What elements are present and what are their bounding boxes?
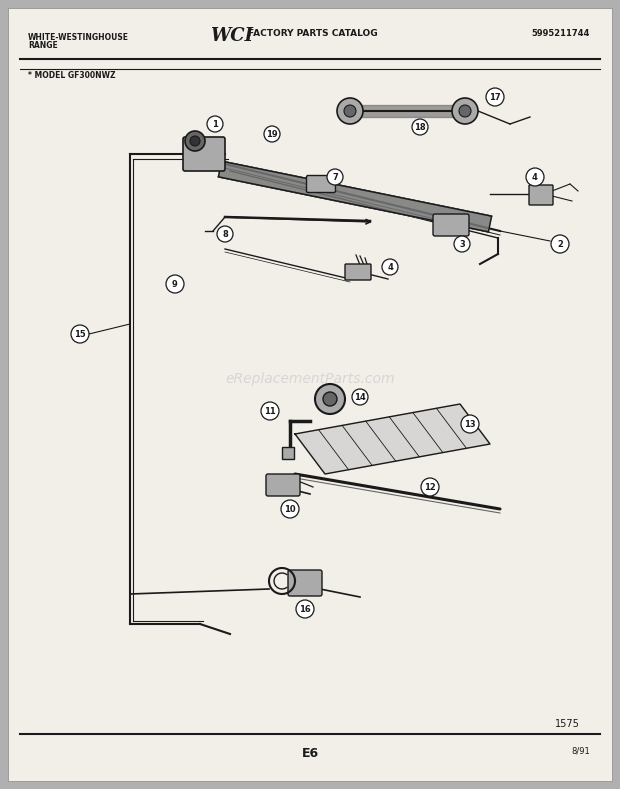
Text: 16: 16: [299, 604, 311, 614]
Text: 3: 3: [459, 240, 465, 249]
Circle shape: [454, 236, 470, 252]
FancyBboxPatch shape: [433, 214, 469, 236]
Text: FACTORY PARTS CATALOG: FACTORY PARTS CATALOG: [248, 29, 378, 38]
Text: WHITE-WESTINGHOUSE: WHITE-WESTINGHOUSE: [28, 33, 129, 42]
Circle shape: [264, 126, 280, 142]
Text: E6: E6: [301, 747, 319, 760]
Circle shape: [551, 235, 569, 253]
Circle shape: [352, 389, 368, 405]
Circle shape: [323, 392, 337, 406]
Circle shape: [261, 402, 279, 420]
Circle shape: [452, 98, 478, 124]
Text: 19: 19: [266, 129, 278, 139]
Text: * MODEL GF300NWZ: * MODEL GF300NWZ: [28, 71, 115, 80]
Circle shape: [327, 169, 343, 185]
Text: 17: 17: [489, 92, 501, 102]
FancyBboxPatch shape: [529, 185, 553, 205]
Circle shape: [296, 600, 314, 618]
Circle shape: [459, 105, 471, 117]
Polygon shape: [218, 161, 492, 232]
Circle shape: [337, 98, 363, 124]
Circle shape: [71, 325, 89, 343]
Text: 13: 13: [464, 420, 476, 428]
Circle shape: [526, 168, 544, 186]
Circle shape: [461, 415, 479, 433]
Text: RANGE: RANGE: [28, 41, 58, 50]
FancyBboxPatch shape: [306, 175, 335, 193]
Circle shape: [207, 116, 223, 132]
Bar: [282, 447, 294, 459]
Text: 18: 18: [414, 122, 426, 132]
Circle shape: [190, 136, 200, 146]
Circle shape: [412, 119, 428, 135]
Text: 10: 10: [284, 504, 296, 514]
FancyBboxPatch shape: [345, 264, 371, 280]
Text: 1575: 1575: [555, 719, 580, 729]
Circle shape: [382, 259, 398, 275]
Circle shape: [185, 131, 205, 151]
Text: 2: 2: [557, 240, 563, 249]
FancyBboxPatch shape: [288, 570, 322, 596]
Circle shape: [217, 226, 233, 242]
Polygon shape: [295, 404, 490, 474]
Text: 15: 15: [74, 330, 86, 338]
Text: eReplacementParts.com: eReplacementParts.com: [225, 372, 395, 386]
Circle shape: [344, 105, 356, 117]
Circle shape: [281, 500, 299, 518]
Text: 11: 11: [264, 406, 276, 416]
Text: 4: 4: [387, 263, 393, 271]
Text: 7: 7: [332, 173, 338, 181]
Circle shape: [315, 384, 345, 414]
FancyBboxPatch shape: [266, 474, 300, 496]
Text: 8/91: 8/91: [571, 747, 590, 756]
Text: 1: 1: [212, 119, 218, 129]
Text: 4: 4: [532, 173, 538, 181]
Circle shape: [166, 275, 184, 293]
Text: 12: 12: [424, 483, 436, 492]
Text: 14: 14: [354, 392, 366, 402]
FancyBboxPatch shape: [183, 137, 225, 171]
Text: WCI: WCI: [210, 27, 253, 45]
Circle shape: [421, 478, 439, 496]
Circle shape: [486, 88, 504, 106]
Text: 5995211744: 5995211744: [531, 29, 590, 38]
Polygon shape: [340, 105, 475, 117]
Text: 8: 8: [222, 230, 228, 238]
Text: 9: 9: [172, 279, 178, 289]
